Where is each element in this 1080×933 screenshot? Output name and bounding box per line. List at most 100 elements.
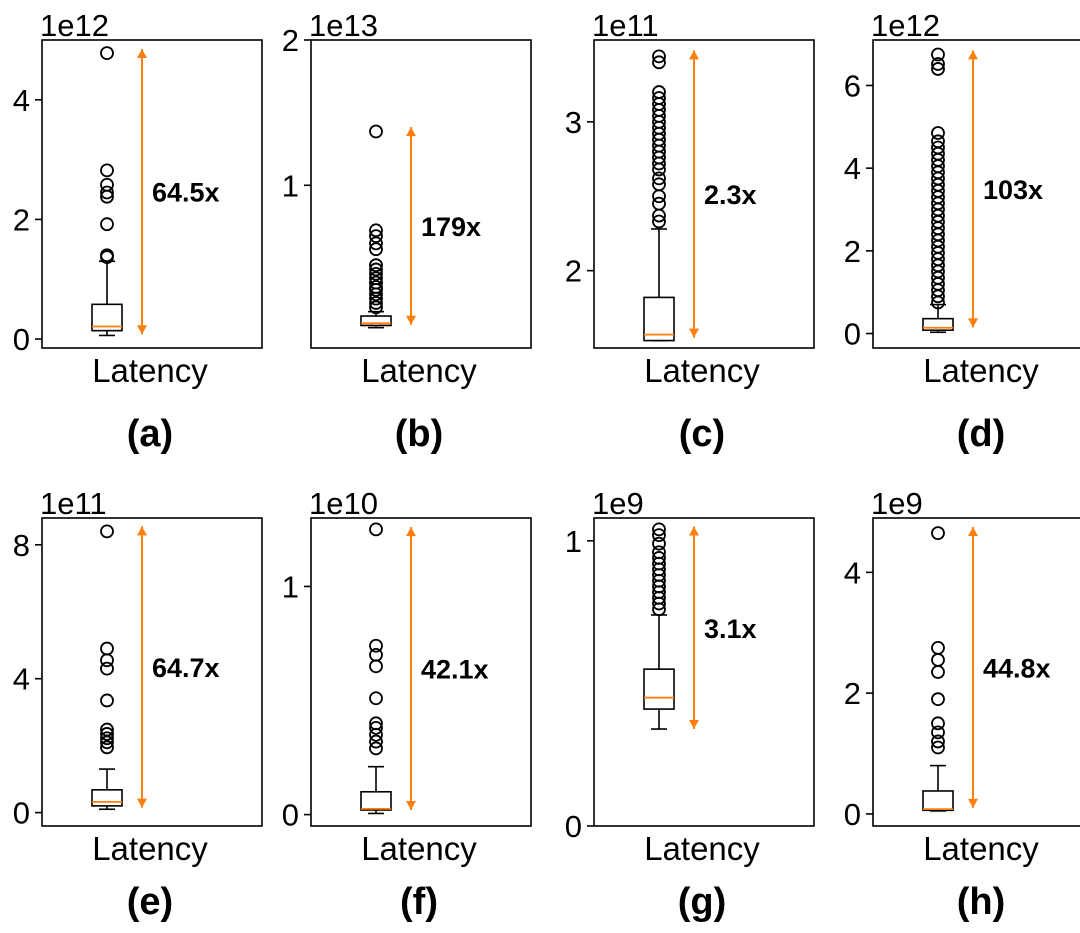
outlier-point (652, 545, 666, 560)
x-axis-label: Latency (92, 352, 208, 389)
y-tick-label: 0 (844, 797, 861, 832)
outlier-point (369, 296, 383, 310)
outlier-point (100, 740, 114, 755)
outlier-point (652, 536, 666, 551)
axis-exponent: 1e12 (871, 8, 940, 43)
outlier-point (369, 271, 383, 286)
iqr-box (360, 790, 392, 811)
panel-caption: (c) (679, 413, 725, 455)
outlier-point (931, 57, 945, 71)
outlier-point (369, 638, 383, 653)
y-tick-label: 2 (565, 254, 582, 289)
outlier-point (652, 522, 666, 537)
outlier-point (369, 275, 383, 290)
plot-frame (872, 39, 1080, 349)
x-axis-label: Latency (361, 830, 477, 867)
outlier-point (369, 741, 383, 756)
outlier-point (931, 725, 945, 740)
range-arrow-head-top (968, 527, 978, 537)
outlier-point (652, 171, 666, 186)
panel-caption: (h) (957, 881, 1006, 923)
y-tick-label: 4 (13, 662, 30, 697)
outlier-point (652, 189, 666, 204)
outlier-point (100, 177, 114, 192)
x-axis-label: Latency (923, 830, 1039, 867)
outlier-point (369, 734, 383, 749)
outlier-point (100, 731, 114, 746)
iqr-box (643, 296, 675, 342)
x-axis-label: Latency (644, 830, 760, 867)
outlier-point (369, 691, 383, 706)
outlier-point (931, 653, 945, 667)
y-tick-label: 3 (565, 105, 582, 140)
y-tick-label: 8 (13, 528, 30, 563)
panel-caption: (f) (400, 881, 438, 923)
panel-h: 0 2 4 1e9 44.8x Latency (h) (844, 486, 1080, 923)
ratio-label: 2.3x (704, 180, 757, 210)
outlier-point (100, 661, 114, 676)
outlier-point (100, 641, 114, 656)
y-tick-label: 4 (13, 83, 30, 118)
iqr-box (360, 315, 392, 327)
outlier-point (931, 740, 945, 755)
outlier-point (369, 716, 383, 731)
iqr-box (922, 317, 954, 332)
range-arrow-head-bottom (406, 315, 416, 325)
axis-exponent: 1e9 (871, 486, 923, 521)
outlier-point (652, 49, 666, 64)
outlier-point (931, 526, 945, 540)
y-tick-label: 0 (844, 317, 861, 352)
ratio-label: 179x (421, 212, 481, 242)
panel-d: 0 2 4 6 1e12 103x Latency (d) (844, 8, 1080, 455)
outlier-point (931, 640, 945, 655)
range-arrow-head-bottom (689, 328, 699, 338)
outlier-point (369, 720, 383, 735)
outlier-point (100, 248, 114, 263)
outlier-point (652, 55, 666, 70)
outlier-point (931, 665, 945, 679)
outlier-point (931, 140, 945, 155)
outlier-point (100, 727, 114, 741)
plot-frame (593, 517, 815, 827)
outlier-point (369, 124, 383, 139)
range-arrow-head-bottom (137, 798, 147, 808)
iqr-box (643, 668, 675, 710)
y-tick-label: 1 (282, 569, 299, 604)
outlier-point (100, 217, 114, 232)
range-arrow-head-top (137, 526, 147, 536)
plot-frame (41, 39, 263, 349)
outlier-point (369, 522, 383, 537)
y-tick-label: 6 (844, 68, 861, 103)
outlier-point (369, 223, 383, 238)
x-axis-label: Latency (923, 352, 1039, 389)
outlier-point (369, 267, 383, 281)
plot-frame (310, 517, 532, 827)
y-tick-label: 2 (844, 234, 861, 269)
ratio-label: 44.8x (983, 653, 1051, 683)
axis-exponent: 1e11 (592, 8, 659, 43)
range-arrow-head-bottom (968, 318, 978, 328)
y-tick-label: 0 (13, 796, 30, 831)
y-tick-label: 1 (565, 524, 582, 559)
outlier-point (100, 693, 114, 708)
outlier-point (652, 85, 666, 99)
range-arrow-head-top (137, 48, 147, 58)
axis-exponent: 1e11 (40, 486, 107, 521)
outlier-point (369, 280, 383, 294)
ratio-label: 103x (983, 175, 1043, 205)
outlier-point (369, 229, 383, 244)
outlier-point (100, 46, 114, 61)
ratio-label: 64.7x (152, 653, 220, 683)
outlier-point (100, 185, 114, 200)
range-arrow-head-top (968, 50, 978, 60)
outlier-point (100, 653, 114, 668)
panel-caption: (b) (395, 413, 444, 455)
axis-exponent: 1e13 (309, 8, 378, 43)
outlier-point (369, 236, 383, 251)
ratio-label: 64.5x (152, 178, 220, 208)
x-axis-label: Latency (644, 352, 760, 389)
panel-e: 0 4 8 1e11 64.7x Latency (e) (13, 486, 263, 923)
y-tick-label: 0 (282, 798, 299, 833)
y-tick-label: 2 (844, 676, 861, 711)
